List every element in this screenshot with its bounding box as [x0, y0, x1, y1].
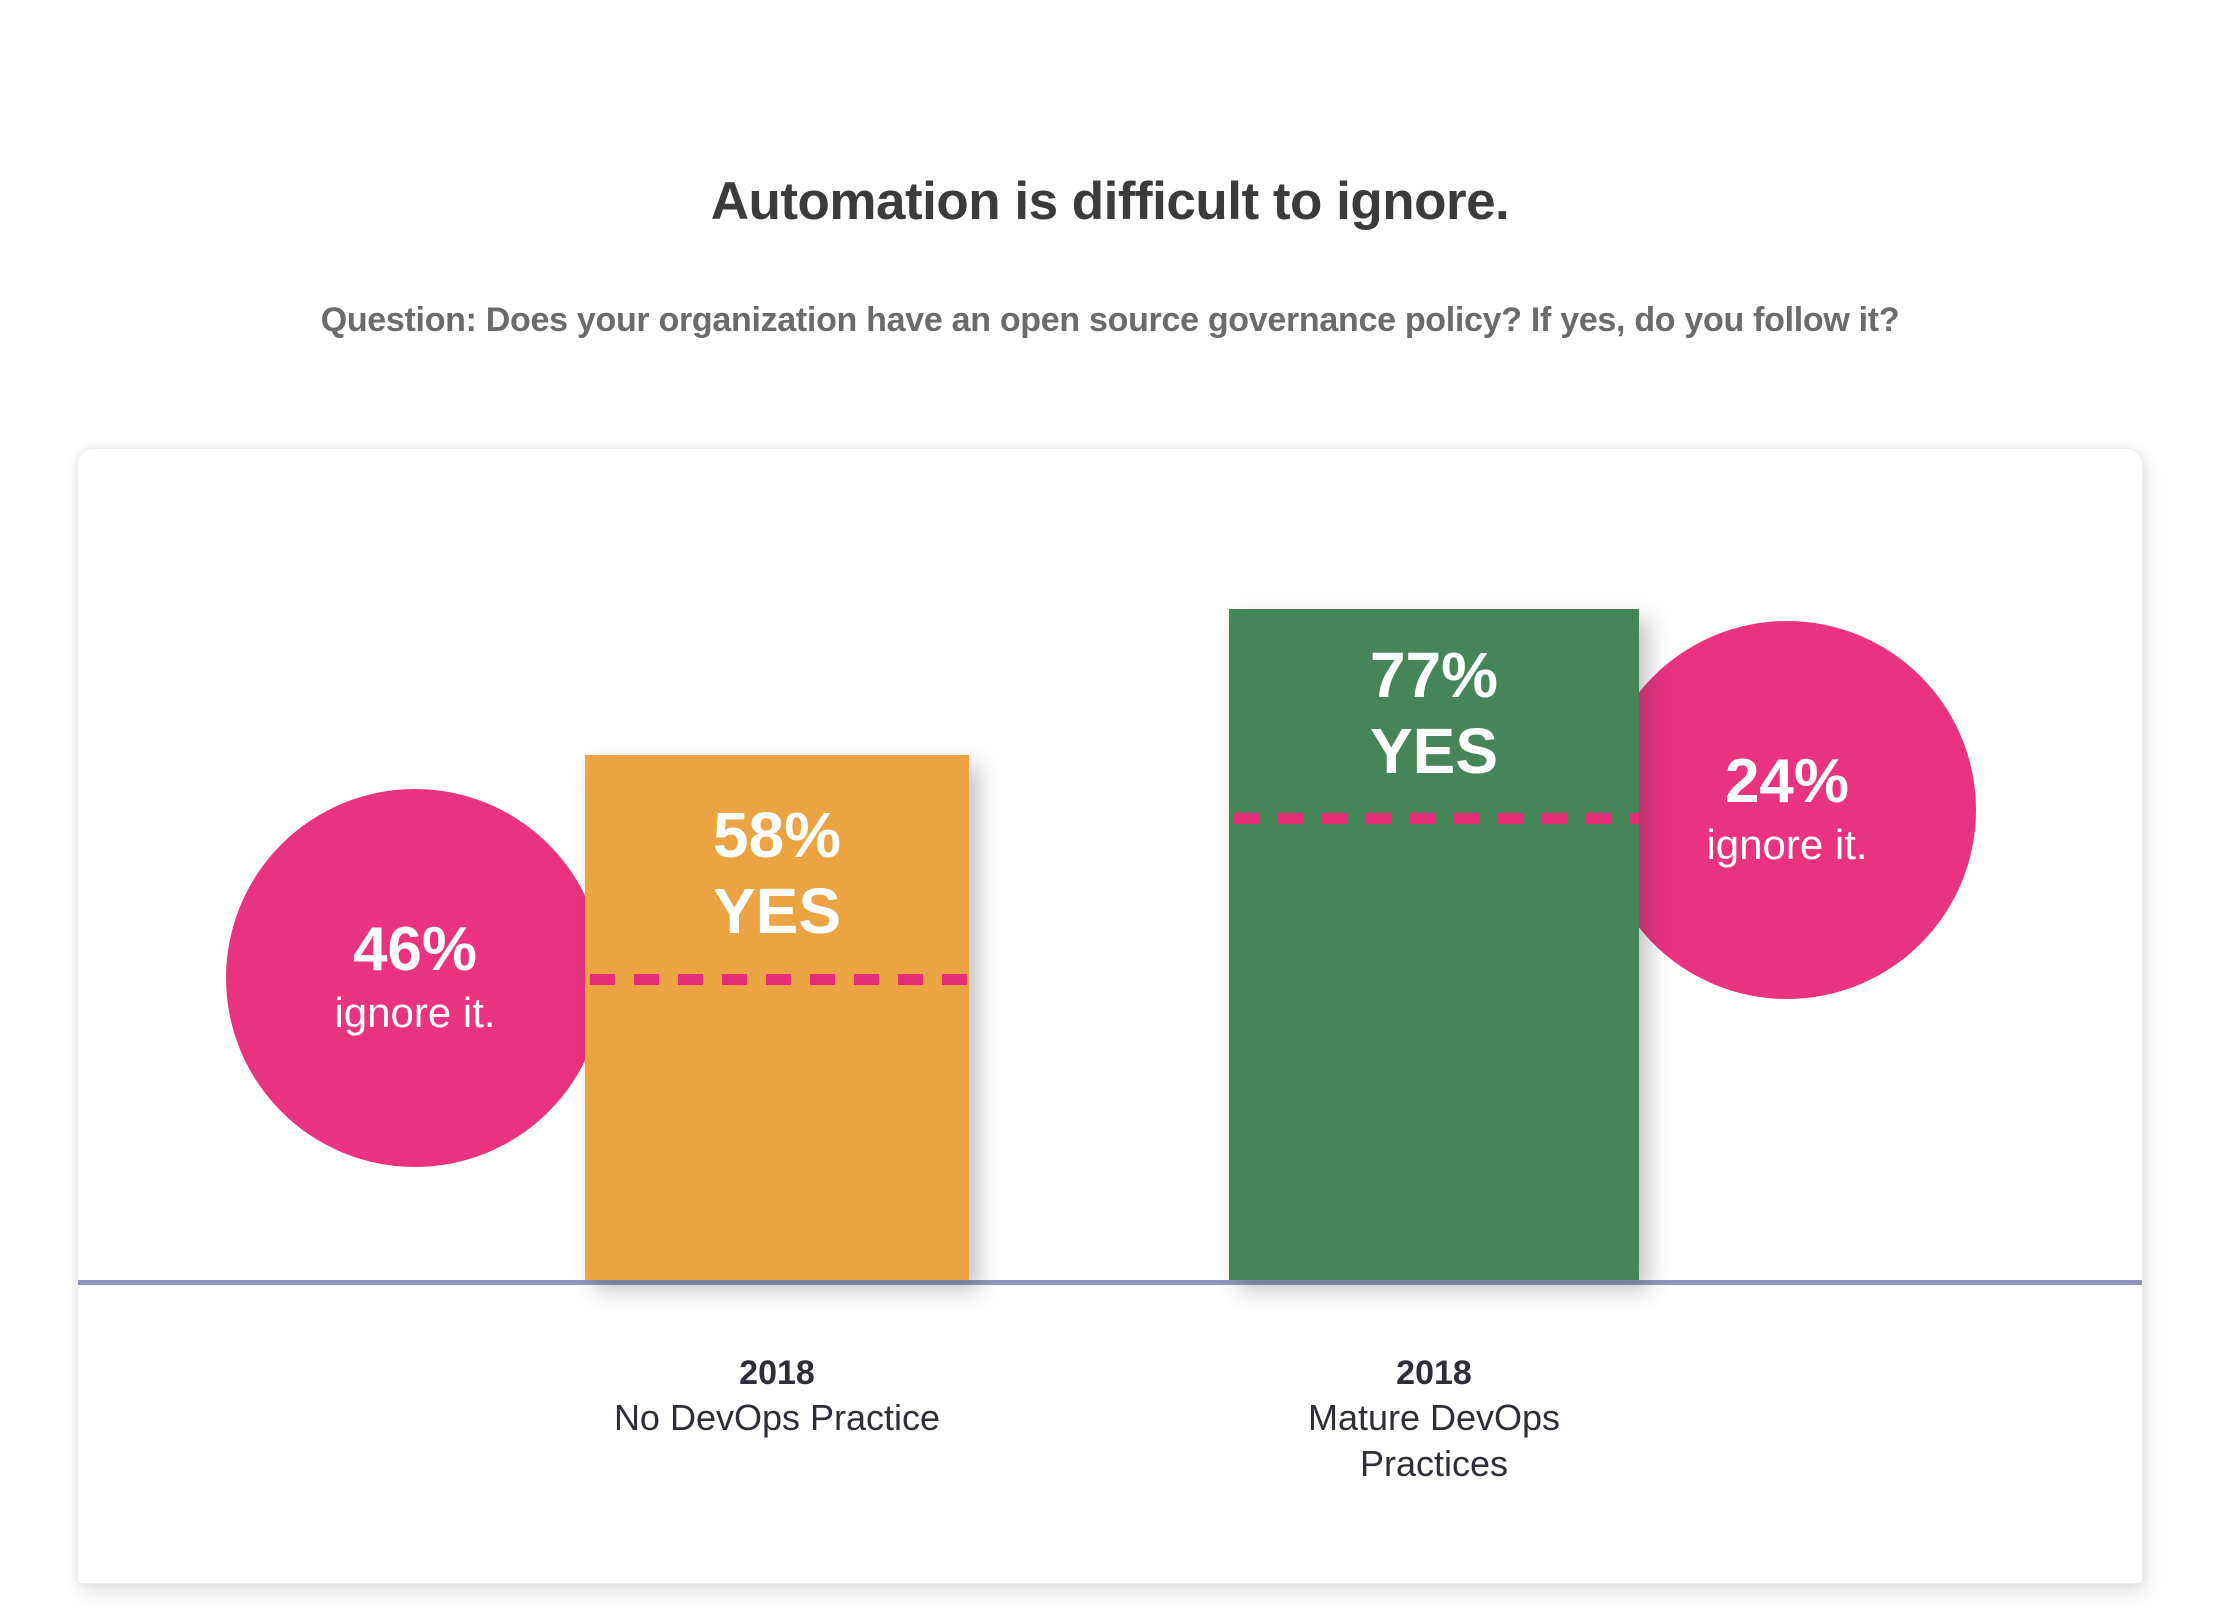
bar-no-devops: 58% YES: [585, 755, 969, 1280]
ignore-caption-right: ignore it.: [1706, 821, 1868, 868]
ignore-callout-circle-left: 46% ignore it.: [226, 789, 604, 1167]
year-label-left: 2018: [739, 1354, 815, 1392]
page-title: Automation is difficult to ignore.: [710, 172, 1510, 231]
practice-label-left: No DevOps Practice: [613, 1397, 941, 1438]
dashed-threshold-line-left: [590, 974, 969, 985]
ignore-percent-right: 24%: [1724, 747, 1850, 816]
chart-panel: 46% ignore it. 58% YES 2018 No DevOps Pr…: [77, 448, 2143, 1584]
year-label-right: 2018: [1396, 1354, 1472, 1392]
category-label-mature-devops: 2018 Mature DevOps Practices: [1234, 1351, 1634, 1487]
dashed-threshold-line-right: [1234, 813, 1639, 824]
bar-yes-no-devops: YES: [712, 875, 842, 947]
practice-label-right: Mature DevOps Practices: [1307, 1397, 1561, 1484]
chart-question: Question: Does your organization have an…: [320, 301, 1900, 339]
ignore-percent-left: 46%: [352, 915, 478, 984]
category-label-no-devops: 2018 No DevOps Practice: [577, 1351, 977, 1441]
bar-percent-no-devops: 58%: [712, 799, 842, 871]
x-axis-line: [78, 1280, 2142, 1285]
ignore-callout-circle-right: 24% ignore it.: [1598, 621, 1976, 999]
bar-percent-mature-devops: 77%: [1369, 639, 1499, 711]
ignore-caption-left: ignore it.: [334, 989, 496, 1036]
bar-yes-mature-devops: YES: [1369, 715, 1499, 787]
bar-mature-devops: 77% YES: [1229, 609, 1639, 1280]
